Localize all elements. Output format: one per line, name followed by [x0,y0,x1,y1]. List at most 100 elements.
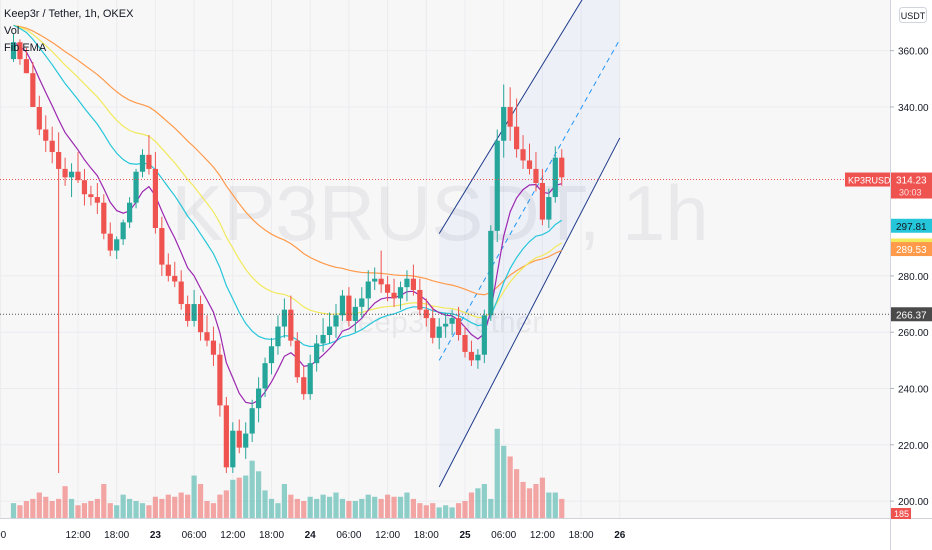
volume-bar [346,501,352,518]
candle [372,267,378,290]
ema-55-price-label-bg [891,242,932,257]
volume-bar [417,503,423,518]
ema-34-line [13,24,563,319]
candle-body [397,287,404,299]
time-tick-label: 12:00 [530,530,555,541]
legend-ema[interactable]: Fib EMA [4,42,47,54]
candle [230,422,236,473]
candle [320,318,326,352]
price-axis-ticks: 360.00 340.00 280.00 260.00 240.00 220.00 200.… [890,47,929,508]
candle-body [268,346,275,364]
candle [49,126,55,164]
volume-bar [139,503,146,518]
candle-body [152,168,158,229]
candle-body [546,197,552,220]
price-tick-label: 220.00 [898,441,929,452]
candle-body [339,295,346,316]
legend-symbol[interactable]: Keep3r / Tether, 1h, OKEX [4,8,134,20]
volume-bar [526,488,533,518]
volume-bar [88,501,94,518]
volume-bar [539,477,545,518]
volume-bar [75,505,81,518]
candle [191,289,197,327]
candle-body [197,304,204,333]
volume-bar [249,460,255,518]
last-price-value-bg [891,172,932,199]
volume-bar [520,481,526,518]
legend-vol[interactable]: Vol [4,25,20,37]
candle-body [417,289,423,310]
candle [223,396,229,473]
candle-body [552,157,558,198]
candle [204,315,210,347]
volume-bar [391,496,397,518]
currency-button[interactable]: USDT [899,7,927,23]
candle-body [526,160,533,169]
candle-body [23,59,29,74]
channel-median-line[interactable] [438,39,621,361]
candle-body [410,278,416,290]
candle-body [217,354,223,406]
volume-bar [481,484,487,518]
candle [17,39,23,65]
volume-bar [17,505,23,518]
candle-body [204,332,210,341]
volume-bar [455,503,462,518]
candle-body [275,326,281,347]
time-axis-ticks: 00 12:00 18:00 23 06:00 12:00 18:00 24 06:00 12:0… [0,530,626,541]
candle [185,295,191,327]
volume-bar [339,498,346,518]
volume-bar [165,494,171,518]
candle [101,194,107,240]
volume-bar [62,486,68,518]
level-price-label-text: 266.37 [896,310,927,321]
price-tick-label: 260.00 [898,328,929,339]
candle-body [120,222,126,240]
volume-bar [404,492,410,518]
candle-body [333,315,339,327]
candles [10,33,565,473]
last-price-value: 314.23 [896,176,927,187]
candle-body [139,154,146,172]
candle [539,168,545,226]
candle [133,168,139,209]
volume-bar [56,498,62,518]
candle-body [539,182,545,220]
channel-upper-line[interactable] [438,0,620,234]
candle-body [165,264,171,276]
volume-bar [559,498,565,518]
candle [10,33,17,62]
candle-body [75,171,81,181]
volume-bar [552,492,558,518]
time-tick-label: 00 [0,530,7,541]
candle [314,335,320,372]
volume-bar [172,496,178,518]
candle [256,377,262,423]
candle [172,261,178,288]
volume-bar [488,498,494,518]
currency-button-frame[interactable] [899,7,927,23]
candle [152,152,158,234]
volume-bar [133,501,139,518]
currency-button-label[interactable]: USDT [901,11,926,21]
candle [436,318,442,350]
candle [507,87,513,141]
channel-lower-line[interactable] [438,137,621,488]
volume-bar [462,501,468,518]
volume-bar [256,471,262,518]
volume-bar [372,496,378,518]
time-tick-label: 24 [305,530,317,541]
candle [210,326,217,366]
volume-bar [546,492,552,518]
volume-bar [197,484,204,518]
volume-bars [10,428,565,518]
volume-bar [120,494,126,518]
volume-bar [281,484,287,518]
candle [514,98,520,158]
volume-bar [217,494,223,518]
candle [326,312,333,344]
candle [501,84,507,158]
volume-bar [275,503,281,518]
